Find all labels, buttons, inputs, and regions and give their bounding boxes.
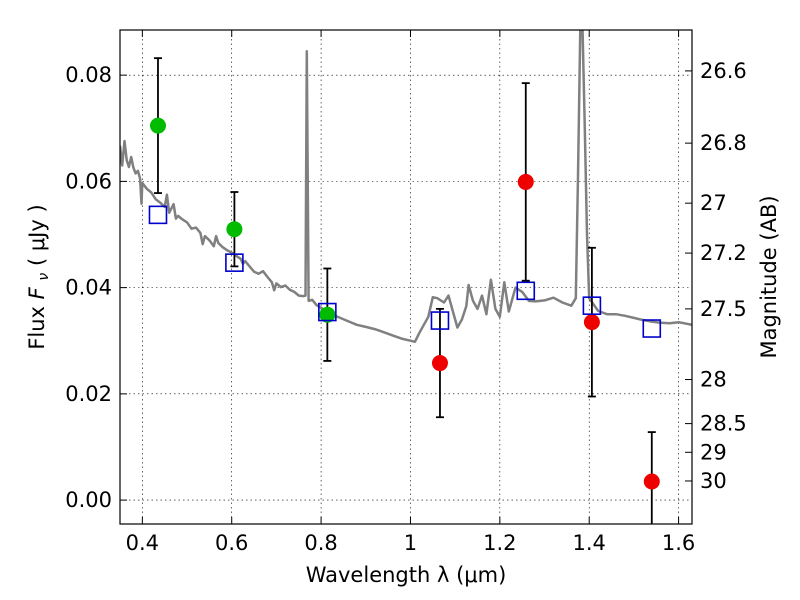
y-tick-label: 0.08 — [65, 63, 112, 87]
plot-background — [120, 30, 692, 524]
right-tick-label: 28.5 — [700, 412, 747, 436]
model-photometry-square — [642, 319, 662, 338]
right-tick-label: 29 — [700, 440, 727, 464]
y-tick-label: 0.02 — [65, 382, 112, 406]
x-tick-label: 0.6 — [215, 531, 248, 555]
red-data-point — [583, 314, 600, 331]
x-tick-label: 0.8 — [304, 531, 337, 555]
model-photometry-square — [318, 302, 337, 322]
data-marks — [148, 57, 662, 524]
y-tick-label: 0.00 — [65, 488, 112, 512]
y-tick-label: 0.06 — [65, 169, 112, 193]
x-axis-label: Wavelength λ (μm) — [306, 563, 507, 587]
grid — [120, 30, 692, 524]
right-tick-label: 27.2 — [700, 241, 747, 265]
model-photometry-square — [516, 281, 536, 301]
red-data-point — [643, 473, 660, 490]
y-axis-label: Flux F ν ( μJy ) — [25, 204, 53, 349]
green-data-point — [226, 221, 243, 238]
green-data-point — [319, 306, 336, 323]
model-photometry-square — [225, 253, 244, 272]
x-tick-label: 1.6 — [662, 531, 695, 555]
model-photometry-square — [430, 311, 450, 330]
model-photometry-square — [148, 205, 168, 225]
green-data-point — [149, 117, 166, 134]
right-tick-label: 28 — [700, 368, 727, 392]
plot-frame — [119, 29, 693, 525]
y-tick-label: 0.04 — [65, 276, 112, 300]
red-data-point — [431, 355, 448, 372]
right-tick-label: 27 — [700, 191, 727, 215]
x-tick-label: 1.4 — [573, 531, 606, 555]
model-spectrum-line — [120, 30, 692, 344]
red-data-point — [517, 173, 534, 190]
x-tick-label: 1 — [404, 531, 417, 555]
x-tick-label: 1.2 — [483, 531, 516, 555]
axes: 0.4 0.6 0.8 1 1.2 1.4 1.6 0.00 0.02 0.04 0.06 0.08 2… — [65, 30, 747, 555]
right-axis-label: Magnitude (AB) — [757, 195, 781, 358]
model-photometry-square — [582, 296, 602, 315]
right-tick-label: 26.6 — [700, 59, 747, 83]
right-tick-label: 26.8 — [700, 131, 747, 155]
right-tick-label: 27.5 — [700, 297, 747, 321]
x-tick-label: 0.4 — [126, 531, 159, 555]
right-tick-label: 30 — [700, 469, 727, 493]
